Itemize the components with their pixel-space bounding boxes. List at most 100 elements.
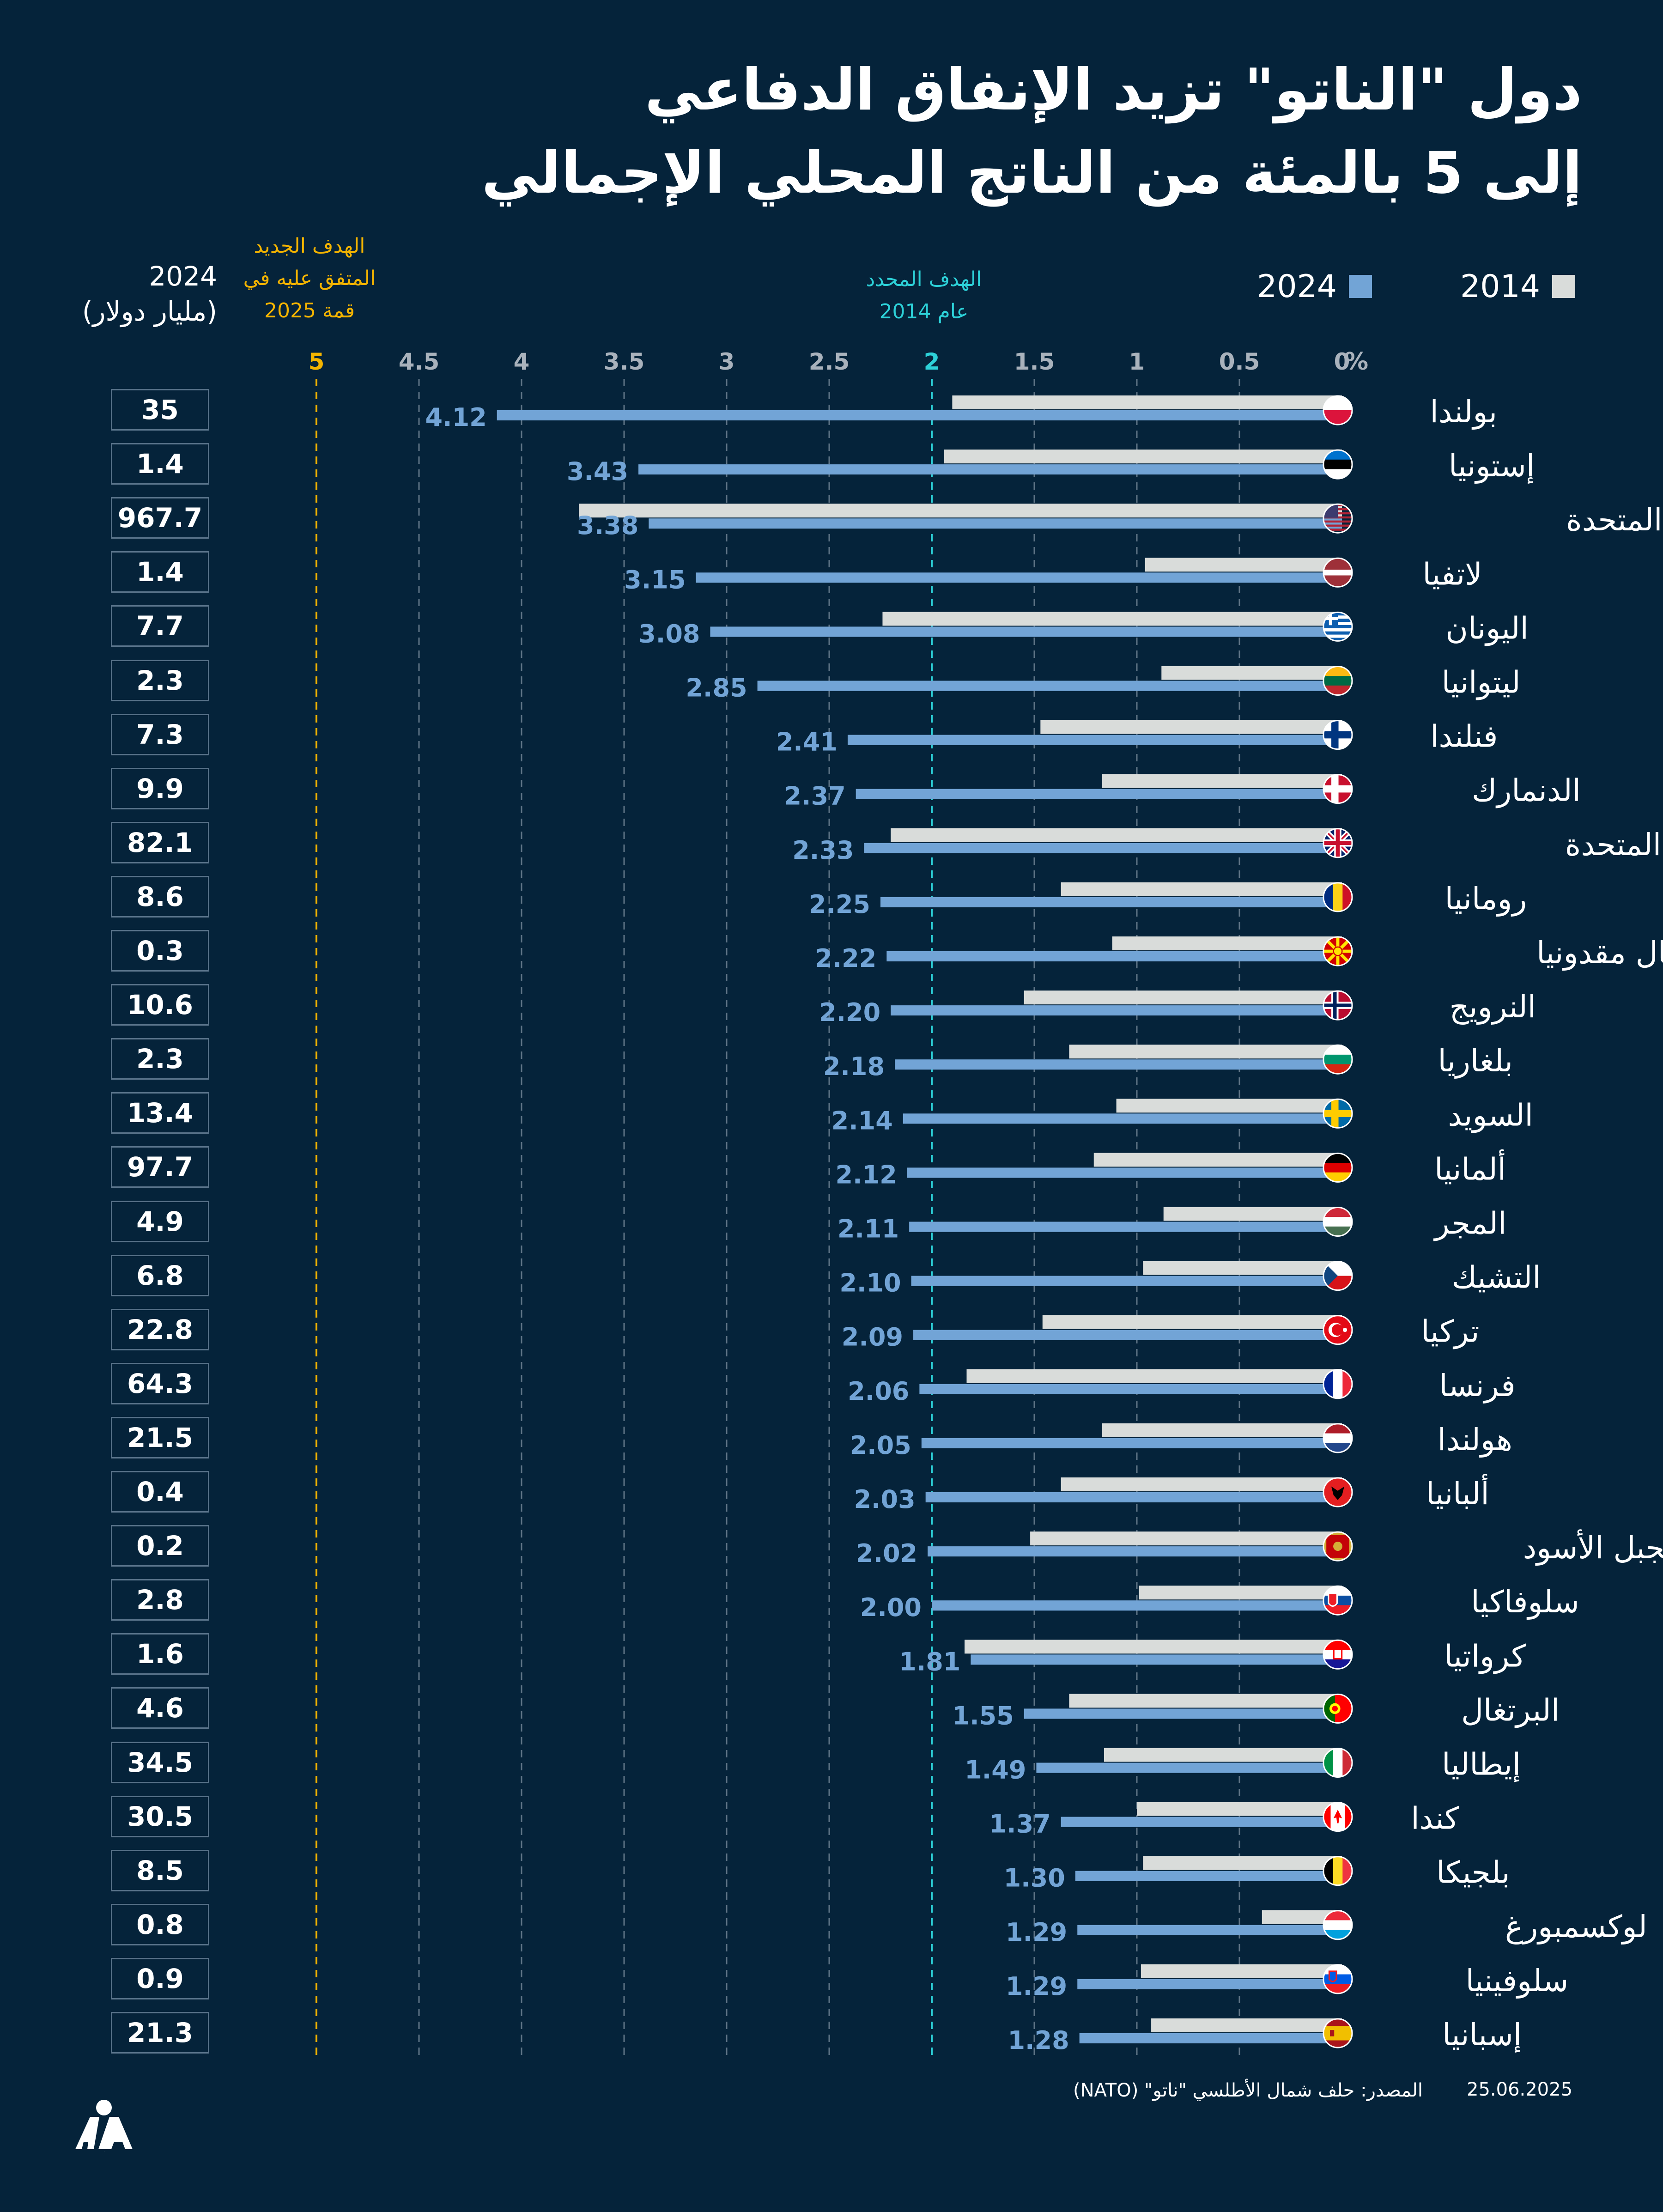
value-label-2024: 2.05 xyxy=(850,1431,911,1460)
axis-tick-label: 1 xyxy=(1129,348,1145,375)
bar-2014 xyxy=(891,828,1342,842)
uk-flag-icon xyxy=(1323,828,1352,857)
flag-stripe xyxy=(1323,524,1352,527)
legend-2024-label: 2024 xyxy=(1256,268,1337,305)
country-label: الجبل الأسود xyxy=(1523,1529,1663,1566)
budget-value-box: 13.4 xyxy=(111,1092,209,1134)
country-label: فنلندا xyxy=(1430,719,1498,754)
budget-value-box: 0.4 xyxy=(111,1471,209,1513)
flag-outline xyxy=(1323,449,1353,480)
flag-stripe xyxy=(1323,570,1352,576)
value-label-2024: 2.41 xyxy=(776,728,838,757)
flag-stripe xyxy=(1323,1217,1352,1227)
flag-stripe xyxy=(1323,2026,1352,2034)
bar-2024 xyxy=(971,1654,1342,1665)
bar-2014 xyxy=(1069,1045,1342,1059)
country-label: الولايات المتحدة xyxy=(1566,502,1663,538)
flag-stripe xyxy=(1333,1856,1343,1885)
budget-value-box: 1.6 xyxy=(111,1633,209,1675)
budget-value-box: 30.5 xyxy=(111,1795,209,1837)
bar-2014 xyxy=(1116,1099,1342,1113)
value-label-2024: 2.02 xyxy=(856,1539,917,1568)
budget-header-unit: (مليار دولار) xyxy=(82,296,217,327)
logo-text: AA xyxy=(104,2151,105,2152)
albania-flag-icon xyxy=(1323,1478,1352,1507)
value-label-2024: 2.20 xyxy=(819,998,880,1027)
country-label: بلغاريا xyxy=(1438,1043,1513,1079)
value-label-2024: 2.06 xyxy=(848,1377,909,1406)
bar-2014 xyxy=(965,1640,1342,1654)
axis-unit-label: % xyxy=(1344,348,1368,376)
axis-tick-label: 0 xyxy=(1334,348,1350,375)
country-label: هولندا xyxy=(1438,1422,1512,1458)
bar-2024 xyxy=(1036,1762,1342,1773)
country-label: إسبانيا xyxy=(1442,2017,1522,2053)
flag-stripe xyxy=(1333,1369,1343,1398)
country-label: التشيك xyxy=(1452,1260,1541,1295)
bar-2024 xyxy=(921,1438,1342,1448)
footer-source: المصدر: حلف شمال الأطلسي "ناتو" (NATO) xyxy=(1073,2080,1423,2101)
flag-outline xyxy=(1323,611,1353,642)
flag-stripe xyxy=(1323,625,1352,629)
flag-outline xyxy=(1323,990,1353,1021)
flag-cross xyxy=(1323,1003,1352,1007)
legend-2014: 2014 xyxy=(1460,266,1575,307)
flag-leaf xyxy=(1333,1810,1342,1823)
country-label: المجر xyxy=(1433,1206,1507,1241)
flag-outline xyxy=(1323,1910,1353,1940)
axis-tick-label: 1.5 xyxy=(1014,348,1055,375)
bar-2024 xyxy=(1075,1871,1342,1881)
country-label: كرواتيا xyxy=(1444,1638,1526,1674)
flag-stripe xyxy=(1323,564,1352,571)
flag-outline xyxy=(1323,1423,1353,1453)
footer-date: 25.06.2025 xyxy=(1467,2079,1573,2100)
axis-tick-label: 0.5 xyxy=(1219,348,1260,375)
legend-2024-swatch xyxy=(1349,275,1372,298)
flag-stripe xyxy=(1323,628,1352,632)
value-label-2024: 2.09 xyxy=(842,1323,903,1352)
axis-tick-label: 5 xyxy=(309,348,325,375)
flag-outline xyxy=(1323,395,1353,425)
value-label-2024: 1.29 xyxy=(1006,1972,1067,2001)
budget-value-box: 7.3 xyxy=(111,713,209,755)
bar-2024 xyxy=(932,1600,1342,1611)
flag-stripe xyxy=(1323,2033,1352,2041)
budget-value-box: 10.6 xyxy=(111,984,209,1026)
flag-stripe xyxy=(1323,634,1352,638)
goal-2014-label-line: الهدف المحدد xyxy=(866,267,982,291)
value-label-2024: 1.49 xyxy=(965,1756,1026,1785)
country-label: السويد xyxy=(1448,1097,1533,1133)
flag-outline xyxy=(1323,1044,1353,1075)
bar-2014 xyxy=(1163,1207,1342,1221)
country-label: كندا xyxy=(1411,1801,1459,1836)
flag-stripe xyxy=(1323,529,1352,531)
budget-value-box: 9.9 xyxy=(111,767,209,809)
value-label-2024: 1.37 xyxy=(989,1810,1050,1839)
country-label: سلوفينيا xyxy=(1466,1963,1569,1999)
flag-outline xyxy=(1323,1477,1353,1507)
country-label: اليونان xyxy=(1445,610,1528,646)
goal-2025-label-line: قمة 2025 xyxy=(264,299,355,322)
country-label: تركيا xyxy=(1421,1314,1479,1349)
flag-outline xyxy=(1323,1856,1353,1886)
bar-2024 xyxy=(1061,1817,1342,1827)
denmark-flag-icon xyxy=(1323,774,1352,803)
bar-2024 xyxy=(696,572,1342,583)
bar-2014 xyxy=(1040,720,1342,734)
budget-value-box: 82.1 xyxy=(111,821,209,863)
country-label: إيطاليا xyxy=(1442,1747,1521,1783)
bar-2014 xyxy=(966,1369,1342,1383)
bar-2024 xyxy=(886,951,1342,961)
flag-outline xyxy=(1323,720,1353,750)
flag-cross xyxy=(1323,785,1352,793)
flag-outline xyxy=(1323,1207,1353,1237)
bar-2014 xyxy=(1061,882,1342,896)
flag-triangle xyxy=(1323,1261,1338,1290)
bar-2014 xyxy=(1145,558,1342,572)
flag-shield xyxy=(1328,1970,1337,1982)
bar-2024 xyxy=(847,735,1342,745)
flag-stripe xyxy=(1323,459,1352,470)
budget-value-box: 97.7 xyxy=(111,1146,209,1188)
bar-2024 xyxy=(895,1059,1342,1070)
bar-2014 xyxy=(1143,1261,1342,1275)
